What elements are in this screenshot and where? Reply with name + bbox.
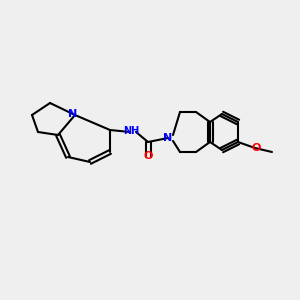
Text: O: O bbox=[251, 143, 261, 153]
Text: N: N bbox=[164, 133, 172, 143]
Text: O: O bbox=[143, 151, 153, 161]
Text: N: N bbox=[68, 109, 78, 119]
Text: NH: NH bbox=[123, 126, 139, 136]
